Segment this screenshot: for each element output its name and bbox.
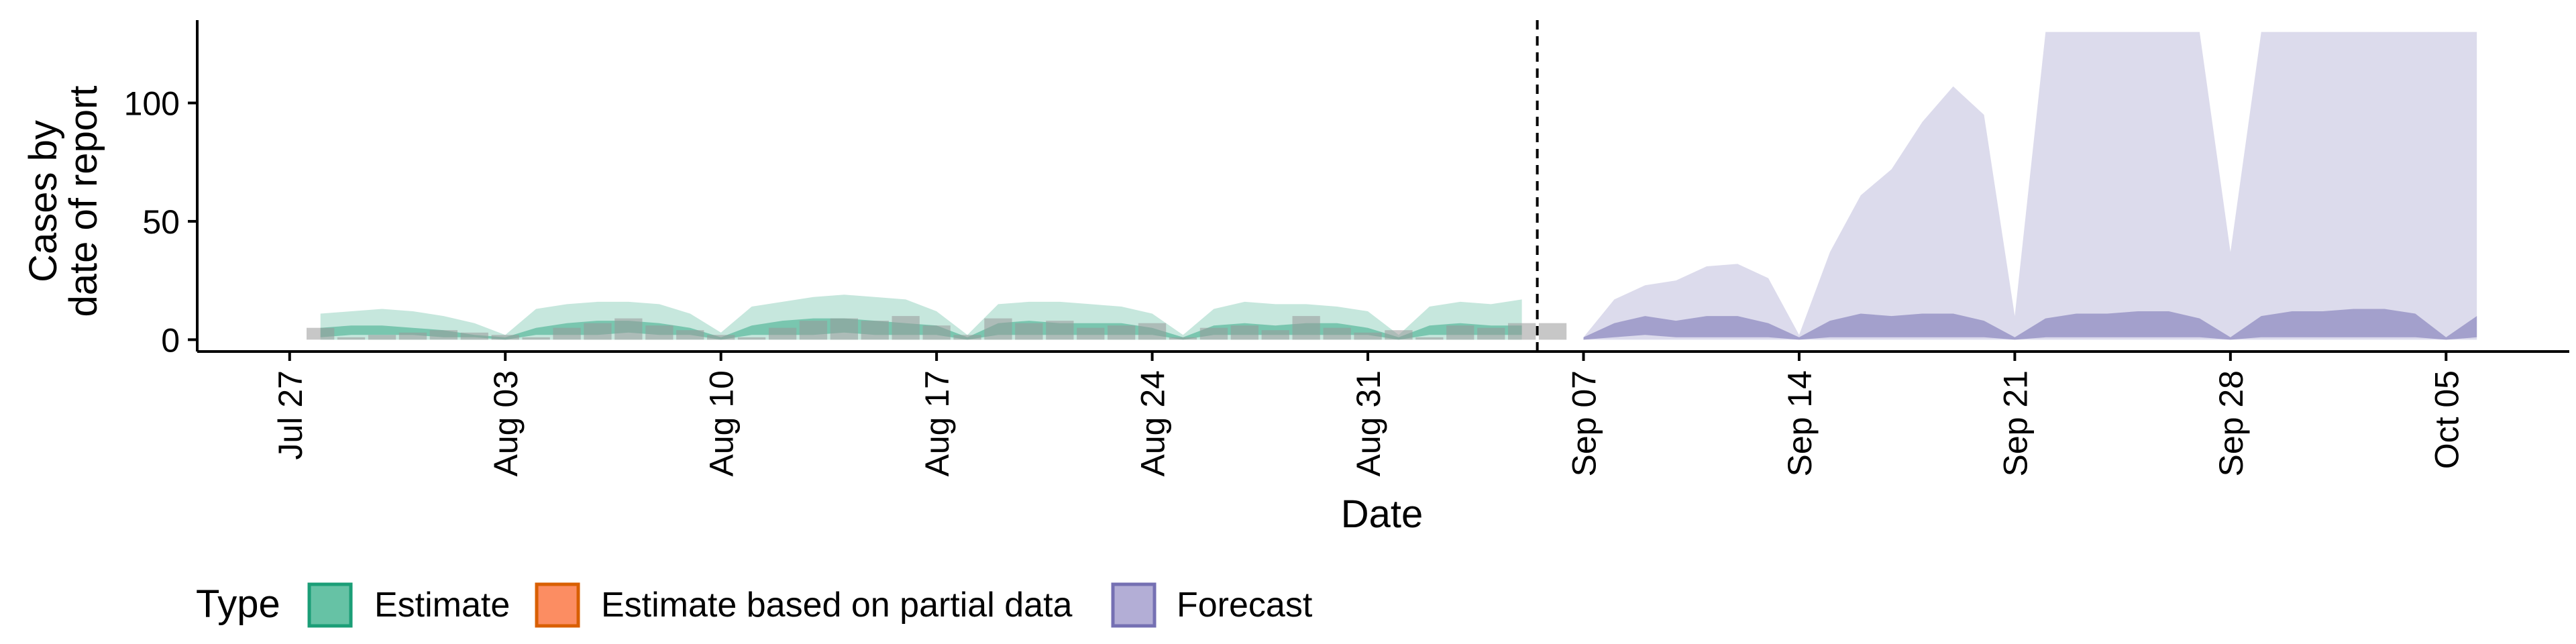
legend-swatch-estimate [307, 582, 353, 628]
observed-case-bar [922, 325, 951, 340]
x-tick-label: Aug 03 [487, 370, 525, 476]
x-tick-label: Sep 28 [2212, 370, 2250, 476]
observed-case-bar [460, 332, 488, 340]
y-tick-label: 100 [124, 85, 180, 123]
observed-case-bar [1138, 323, 1167, 340]
observed-case-bar [707, 335, 735, 340]
legend-label-partial: Estimate based on partial data [601, 586, 1073, 625]
observed-case-bar [1015, 323, 1043, 340]
y-axis-label-line-2: date of report [62, 86, 105, 317]
y-tick-label: 0 [161, 321, 180, 359]
legend-swatch-forecast [1111, 582, 1157, 628]
observed-case-bar [1477, 327, 1505, 340]
legend-label-forecast: Forecast [1177, 586, 1313, 625]
observed-case-bar [892, 316, 920, 340]
observed-case-bar [737, 337, 766, 340]
observed-case-bar [368, 335, 396, 340]
observed-case-bar [307, 327, 335, 340]
x-tick-label: Oct 05 [2428, 370, 2465, 469]
y-axis-label-line-1: Cases by [21, 120, 65, 282]
observed-case-bar [645, 325, 674, 340]
observed-case-bar [553, 327, 581, 340]
observed-case-bar [1323, 327, 1351, 340]
observed-case-bar [398, 332, 427, 340]
y-tick-label: 50 [142, 203, 180, 241]
observed-case-bar [861, 321, 889, 340]
observed-case-bar [1077, 327, 1105, 340]
observed-case-bar [1046, 321, 1074, 340]
observed-case-bar [337, 337, 366, 340]
observed-case-bar [768, 327, 797, 340]
legend-swatch-partial [535, 582, 580, 628]
observed-case-bar [522, 337, 550, 340]
observed-case-bar [1230, 325, 1258, 340]
forecast-ci50-band [1583, 309, 2477, 340]
x-tick-label: Aug 31 [1350, 370, 1387, 476]
plot-area [307, 20, 2477, 352]
observed-case-bar [1292, 316, 1320, 340]
observed-case-bar [429, 330, 458, 340]
observed-case-bar [799, 321, 828, 340]
observed-case-bar [1199, 327, 1228, 340]
legend-label-estimate: Estimate [374, 586, 510, 625]
forecast-bands [1583, 32, 2477, 340]
observed-case-bar [1446, 325, 1474, 340]
forecast-ci90-band [1583, 32, 2477, 340]
x-tick-label: Sep 14 [1781, 370, 1819, 476]
x-axis-ticks: Jul 27 Aug 03 Aug 10 Aug 17 Aug 24 Aug 31 Sep … [272, 352, 2465, 476]
x-tick-label: Aug 17 [918, 370, 956, 476]
observed-case-bar [491, 335, 519, 340]
observed-case-bar [1169, 337, 1197, 340]
x-tick-label: Aug 24 [1134, 370, 1172, 476]
observed-case-bar [830, 318, 858, 340]
observed-case-bar [984, 318, 1012, 340]
x-tick-label: Aug 10 [703, 370, 741, 476]
observed-case-bar [953, 335, 981, 340]
observed-case-bar [1261, 330, 1289, 340]
observed-case-bar [1415, 337, 1444, 340]
observed-case-bar [584, 323, 612, 340]
x-axis-label: Date [1341, 492, 1424, 536]
legend-title: Type [196, 582, 280, 626]
observed-case-bar [1108, 325, 1136, 340]
y-axis-ticks: 0 50 100 [124, 85, 197, 359]
legend: Type Estimate Estimate based on partial … [196, 582, 1313, 628]
observed-cases-bars [307, 316, 1567, 340]
x-tick-label: Sep 21 [1996, 370, 2034, 476]
x-tick-label: Sep 07 [1566, 370, 1603, 476]
x-tick-label: Jul 27 [272, 370, 309, 460]
observed-case-bar [676, 330, 704, 340]
observed-case-bar [1385, 330, 1413, 340]
observed-case-bar [1354, 332, 1382, 340]
observed-case-bar [1538, 323, 1567, 340]
observed-case-bar [1508, 323, 1536, 340]
observed-case-bar [614, 318, 643, 340]
